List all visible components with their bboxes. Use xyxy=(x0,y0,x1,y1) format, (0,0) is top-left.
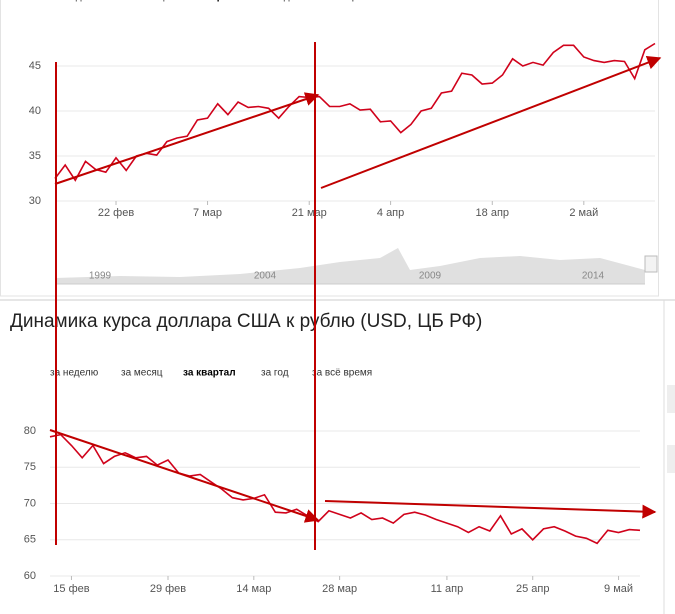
navigator-year: 1999 xyxy=(89,271,112,282)
y-tick-label: 30 xyxy=(29,195,41,207)
x-tick-label: 28 мар xyxy=(322,583,357,595)
x-tick-label: 4 апр xyxy=(377,207,404,219)
period-tab[interactable]: за всё время xyxy=(312,368,372,379)
y-tick-label: 65 xyxy=(24,534,36,546)
x-tick-label: 7 мар xyxy=(193,207,222,219)
x-tick-label: 2 май xyxy=(569,207,598,219)
x-tick-label: 11 апр xyxy=(431,583,464,595)
period-tab[interactable]: за всё время xyxy=(315,0,375,3)
y-tick-label: 35 xyxy=(29,150,41,162)
annotation-arrow xyxy=(324,500,657,519)
side-box xyxy=(667,445,675,473)
price-line xyxy=(54,42,656,182)
period-tab[interactable]: за год xyxy=(261,368,289,379)
x-tick-label: 22 фев xyxy=(98,207,134,219)
annotations xyxy=(49,42,662,550)
period-tab[interactable]: за квартал xyxy=(183,368,236,379)
navigator-year: 2004 xyxy=(254,271,277,282)
x-tick-label: 9 май xyxy=(604,583,633,595)
y-tick-label: 40 xyxy=(29,105,41,117)
x-tick-label: 29 фев xyxy=(150,583,186,595)
y-tick-label: 70 xyxy=(24,497,36,509)
y-tick-label: 80 xyxy=(24,425,36,437)
y-tick-label: 75 xyxy=(24,461,36,473)
annotation-arrow xyxy=(54,92,320,185)
x-tick-label: 18 апр xyxy=(476,207,509,219)
period-tab[interactable]: за неделю xyxy=(52,0,101,3)
charts: за неделю за месяц за квартал за год за всё … xyxy=(10,0,656,595)
x-tick-label: 15 фев xyxy=(53,583,89,595)
period-tab[interactable]: за месяц xyxy=(123,0,165,3)
navigator-handle[interactable] xyxy=(644,255,658,273)
period-tab[interactable]: за неделю xyxy=(50,368,99,379)
chart-title: Динамика курса доллара США к рублю (USD,… xyxy=(10,311,482,332)
annotation-arrow xyxy=(320,55,662,189)
navigator-year: 2014 xyxy=(582,271,605,282)
y-tick-label: 45 xyxy=(29,60,41,72)
price-line xyxy=(49,433,641,545)
period-tab[interactable]: за квартал xyxy=(187,0,240,3)
x-tick-label: 14 мар xyxy=(236,583,271,595)
period-tab[interactable]: за месяц xyxy=(121,368,163,379)
y-tick-label: 60 xyxy=(24,570,36,582)
side-box xyxy=(667,385,675,413)
navigator-year: 2009 xyxy=(419,271,442,282)
period-tab[interactable]: за год xyxy=(262,0,290,3)
annotation-arrow xyxy=(49,429,320,523)
x-tick-label: 21 мар xyxy=(292,207,327,219)
top-panel xyxy=(0,0,659,297)
x-tick-label: 25 апр xyxy=(516,583,549,595)
navigator-area xyxy=(55,248,645,284)
